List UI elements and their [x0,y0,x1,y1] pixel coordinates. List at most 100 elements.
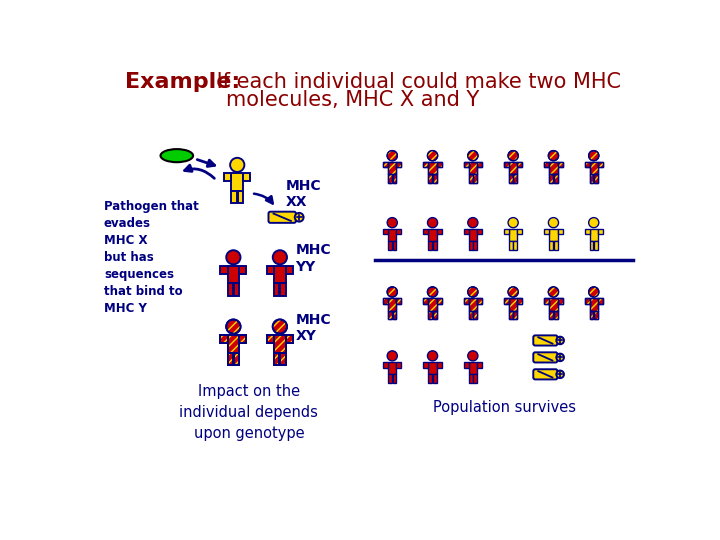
Bar [549,298,557,310]
Bar [392,374,397,383]
Bar [509,310,513,320]
Text: If each individual could make two MHC: If each individual could make two MHC [210,72,621,92]
Bar [517,161,523,167]
Bar [388,310,392,320]
Bar [464,298,469,303]
Bar [557,228,562,234]
Bar [598,298,603,303]
Bar [239,335,246,343]
Bar [397,362,402,368]
Bar [383,228,388,234]
Circle shape [387,218,397,228]
Bar [220,335,228,343]
Bar [504,161,509,167]
Bar [473,374,477,383]
Bar [433,310,437,320]
Circle shape [230,158,244,172]
Bar [477,298,482,303]
Bar [423,298,428,303]
Bar [428,174,432,183]
Bar [397,161,402,167]
Bar [228,335,239,353]
Bar [504,298,509,303]
Bar [388,228,397,241]
Circle shape [294,213,304,221]
Bar [239,335,246,343]
Bar [585,161,590,167]
Bar [433,310,437,320]
Bar [423,298,428,303]
Bar [509,310,513,320]
Bar [392,310,397,320]
Bar [513,310,517,320]
Bar [423,298,428,303]
Bar [428,161,437,174]
Bar [549,310,553,320]
Circle shape [468,287,478,297]
Bar [517,298,523,303]
Bar [437,362,442,368]
Bar [397,298,402,303]
Bar [286,335,293,343]
Bar [469,174,472,183]
Bar [590,161,598,174]
Text: MHC
XY: MHC XY [295,313,331,343]
Bar [477,161,482,167]
Bar [557,298,562,303]
Bar [477,161,482,167]
Bar [544,298,549,303]
Bar [504,161,509,167]
Text: Pathogen that
evades
MHC X
but has
sequences
that bind to
MHC Y: Pathogen that evades MHC X but has seque… [104,200,199,314]
Bar [549,228,557,241]
Bar [388,161,397,174]
Bar [585,298,590,303]
Bar [464,228,469,234]
Bar [228,335,239,353]
Bar [286,335,293,343]
Bar [234,353,239,365]
Circle shape [428,351,438,361]
Bar [433,374,437,383]
Bar [517,298,523,303]
Bar [388,174,392,183]
Bar [423,161,428,167]
Bar [392,310,397,320]
Bar [388,161,397,174]
Bar [383,298,388,303]
Circle shape [387,287,397,297]
Bar [428,228,437,241]
Bar [509,174,513,183]
Bar [225,173,231,181]
Circle shape [428,287,438,297]
FancyBboxPatch shape [534,335,557,346]
Bar [392,174,397,183]
Bar [423,362,428,368]
Bar [469,161,477,174]
Bar [274,335,286,353]
Bar [549,310,553,320]
Bar [388,298,397,310]
FancyBboxPatch shape [534,352,557,362]
Bar [392,241,397,250]
Bar [590,161,598,174]
Bar [513,310,517,320]
Bar [469,161,477,174]
Bar [509,174,513,183]
Circle shape [387,351,397,361]
Bar [433,310,437,320]
Bar [549,174,553,183]
Bar [557,161,562,167]
Circle shape [549,218,559,228]
Bar [598,228,603,234]
Bar [383,362,388,368]
Bar [274,335,286,353]
Bar [469,298,477,310]
Bar [437,298,442,303]
Circle shape [557,370,564,378]
Bar [517,228,523,234]
Bar [549,161,557,174]
Bar [590,298,598,310]
Bar [598,161,603,167]
Bar [231,191,237,204]
Circle shape [226,250,240,265]
